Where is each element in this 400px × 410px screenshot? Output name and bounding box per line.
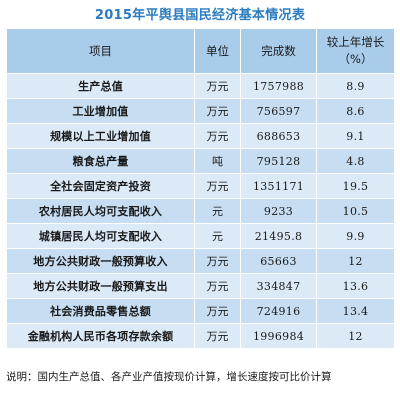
row-unit: 万元 <box>194 248 241 274</box>
row-unit: 元 <box>194 198 241 224</box>
row-item: 社会消费品零售总额 <box>6 298 195 324</box>
row-value: 1351171 <box>240 173 317 199</box>
row-item: 全社会固定资产投资 <box>6 173 195 199</box>
row-growth: 8.6 <box>316 98 395 124</box>
row-value: 65663 <box>240 248 317 274</box>
table-row: 生产总值 万元 1757988 8.9 <box>6 73 395 99</box>
row-growth: 12 <box>316 323 395 349</box>
row-unit: 万元 <box>194 298 241 324</box>
row-growth: 19.5 <box>316 173 395 199</box>
row-unit: 吨 <box>194 148 241 174</box>
table-row: 社会消费品零售总额 万元 724916 13.4 <box>6 298 395 324</box>
row-value: 688653 <box>240 123 317 149</box>
row-item: 金融机构人民币各项存款余额 <box>6 323 195 349</box>
row-item: 地方公共财政一般预算支出 <box>6 273 195 299</box>
row-value: 724916 <box>240 298 317 324</box>
row-value: 334847 <box>240 273 317 299</box>
row-growth: 4.8 <box>316 148 395 174</box>
table-row: 地方公共财政一般预算支出 万元 334847 13.6 <box>6 273 395 299</box>
row-growth: 10.5 <box>316 198 395 224</box>
row-unit: 元 <box>194 223 241 249</box>
table-title: 2015年平舆县国民经济基本情况表 <box>94 8 306 23</box>
row-item: 地方公共财政一般预算收入 <box>6 248 195 274</box>
row-growth: 13.4 <box>316 298 395 324</box>
row-item: 工业增加值 <box>6 98 195 124</box>
column-header-growth: 较上年增长（%） <box>316 28 395 74</box>
table-body: 生产总值 万元 1757988 8.9 工业增加值 万元 756597 8.6 … <box>6 73 395 349</box>
row-unit: 万元 <box>194 273 241 299</box>
row-value: 795128 <box>240 148 317 174</box>
row-value: 21495.8 <box>240 223 317 249</box>
row-growth: 9.9 <box>316 223 395 249</box>
row-value: 9233 <box>240 198 317 224</box>
row-growth: 9.1 <box>316 123 395 149</box>
row-unit: 万元 <box>194 173 241 199</box>
row-item: 生产总值 <box>6 73 195 99</box>
row-item: 农村居民人均可支配收入 <box>6 198 195 224</box>
footnote: 说明：国内生产总值、各产业产值按现价计算，增长速度按可比价计算 <box>6 371 332 383</box>
row-value: 756597 <box>240 98 317 124</box>
column-header-value: 完成数 <box>240 28 317 74</box>
table-header-row: 项目 单位 完成数 较上年增长（%） <box>6 28 395 74</box>
table-row: 金融机构人民币各项存款余额 万元 1996984 12 <box>6 323 395 349</box>
row-unit: 万元 <box>194 73 241 99</box>
table-row: 全社会固定资产投资 万元 1351171 19.5 <box>6 173 395 199</box>
table-row: 城镇居民人均可支配收入 元 21495.8 9.9 <box>6 223 395 249</box>
table-row: 农村居民人均可支配收入 元 9233 10.5 <box>6 198 395 224</box>
row-unit: 万元 <box>194 323 241 349</box>
column-header-item: 项目 <box>6 28 195 74</box>
table-row: 地方公共财政一般预算收入 万元 65663 12 <box>6 248 395 274</box>
table-row: 工业增加值 万元 756597 8.6 <box>6 98 395 124</box>
row-item: 规模以上工业增加值 <box>6 123 195 149</box>
row-unit: 万元 <box>194 98 241 124</box>
row-growth: 12 <box>316 248 395 274</box>
row-value: 1757988 <box>240 73 317 99</box>
row-growth: 8.9 <box>316 73 395 99</box>
row-growth: 13.6 <box>316 273 395 299</box>
economic-stats-table: 项目 单位 完成数 较上年增长（%） 生产总值 万元 1757988 8.9 工… <box>6 28 395 349</box>
row-item: 粮食总产量 <box>6 148 195 174</box>
table-row: 规模以上工业增加值 万元 688653 9.1 <box>6 123 395 149</box>
column-header-unit: 单位 <box>194 28 241 74</box>
row-item: 城镇居民人均可支配收入 <box>6 223 195 249</box>
row-unit: 万元 <box>194 123 241 149</box>
row-value: 1996984 <box>240 323 317 349</box>
table-row: 粮食总产量 吨 795128 4.8 <box>6 148 395 174</box>
